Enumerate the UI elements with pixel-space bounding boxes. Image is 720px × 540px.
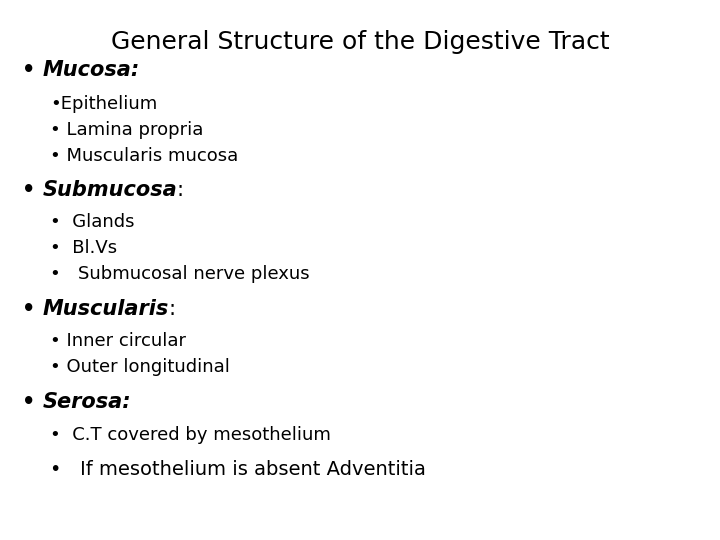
Text: •  Bl.Vs: • Bl.Vs [50, 239, 117, 258]
Text: • Muscularis mucosa: • Muscularis mucosa [50, 146, 238, 165]
Text: General Structure of the Digestive Tract: General Structure of the Digestive Tract [111, 30, 609, 53]
Text: Muscularis: Muscularis [42, 299, 168, 319]
Text: •  Glands: • Glands [50, 213, 135, 232]
Text: •  C.T covered by mesothelium: • C.T covered by mesothelium [50, 426, 331, 444]
Text: • Outer longitudinal: • Outer longitudinal [50, 358, 230, 376]
Text: •: • [22, 180, 42, 200]
Text: :: : [177, 180, 184, 200]
Text: •: • [22, 392, 42, 413]
Text: Mucosa:: Mucosa: [42, 60, 140, 80]
Text: Submucosa: Submucosa [42, 180, 177, 200]
Text: •   If mesothelium is absent Adventitia: • If mesothelium is absent Adventitia [50, 460, 426, 480]
Text: :: : [168, 299, 176, 319]
Text: •   Submucosal nerve plexus: • Submucosal nerve plexus [50, 265, 310, 284]
Text: •Epithelium: •Epithelium [50, 94, 158, 113]
Text: •: • [22, 60, 42, 80]
Text: •: • [22, 299, 42, 319]
Text: • Inner circular: • Inner circular [50, 332, 186, 350]
Text: • Lamina propria: • Lamina propria [50, 120, 204, 139]
Text: Serosa:: Serosa: [42, 392, 131, 413]
